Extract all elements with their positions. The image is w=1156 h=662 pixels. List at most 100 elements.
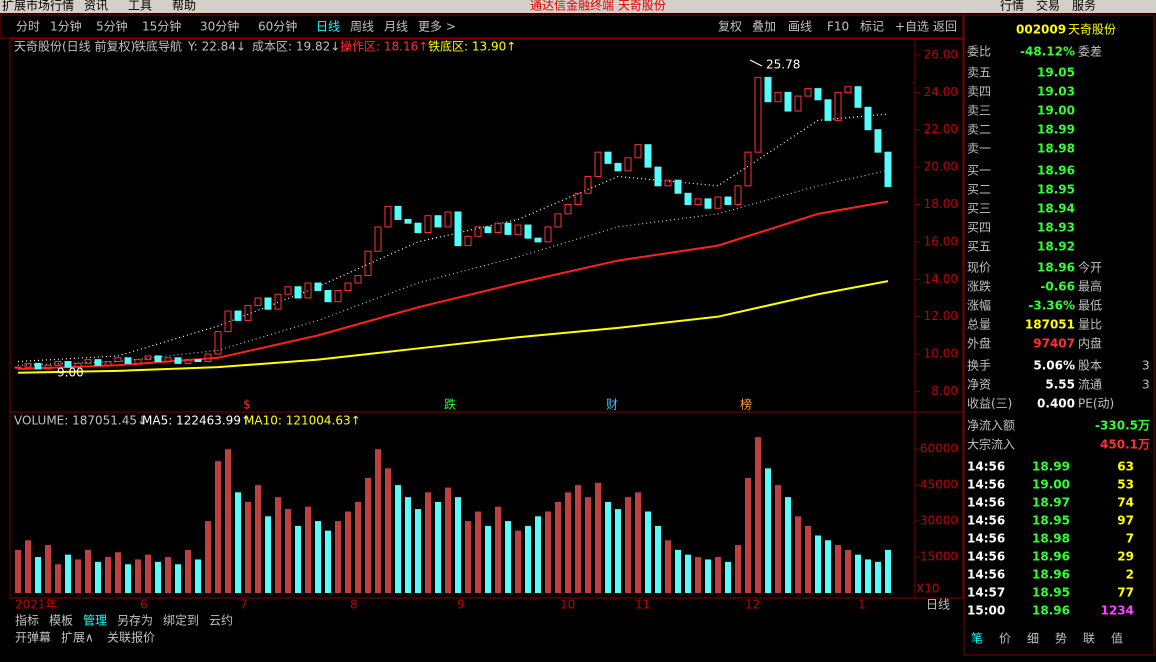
quote-label: 内盘 [1078, 336, 1102, 351]
menu-item[interactable]: 工具 [128, 0, 152, 13]
tool-tab[interactable]: 云约 [209, 613, 233, 628]
candle [474, 226, 482, 237]
candle [414, 222, 422, 234]
quote-label: 买一 [967, 164, 991, 178]
period-tab[interactable]: 周线 [350, 20, 374, 34]
candle [384, 205, 392, 228]
menu-item[interactable]: 行情 [1000, 0, 1024, 13]
candle [124, 357, 132, 364]
period-tab[interactable]: 1分钟 [50, 19, 82, 34]
x-label: 8 [350, 598, 358, 612]
volume-bar [55, 564, 61, 593]
info-iron: 铁底区: 13.90↑ [428, 39, 516, 54]
tick-price: 19.00 [1032, 478, 1070, 492]
candle [454, 211, 462, 247]
tick-volume: 63 [1117, 460, 1134, 474]
tool-button[interactable]: 画线 [788, 20, 812, 34]
volume-bar [865, 559, 871, 593]
menu-item[interactable]: 交易 [1036, 0, 1060, 13]
quote-tab[interactable]: 笔 [971, 631, 983, 646]
candle [84, 359, 92, 364]
volume-bar [485, 525, 491, 593]
tool-button[interactable]: 叠加 [752, 20, 776, 34]
period-tab[interactable]: 日线 [316, 20, 340, 34]
quote-label: 卖三 [967, 104, 991, 118]
menu-item[interactable]: 服务 [1072, 0, 1096, 13]
tool-tab[interactable]: 关联报价 [107, 630, 155, 645]
event-marker: 跌 [444, 397, 456, 412]
tool-tab[interactable]: 绑定到 [163, 613, 199, 628]
candle [664, 179, 672, 187]
tool-button[interactable]: 返回 [933, 20, 957, 34]
volume-bar [475, 511, 481, 593]
quote-value: 18.93 [1037, 221, 1075, 235]
candle [334, 289, 342, 303]
ma5-info: MA5: 122463.99↑ [142, 414, 251, 428]
candle [324, 289, 332, 303]
tool-tab[interactable]: 扩展∧ [61, 631, 94, 645]
tool-button[interactable]: 标记 [860, 20, 884, 34]
quote-tab[interactable]: 细 [1027, 632, 1039, 646]
quote-tab[interactable]: 联 [1083, 632, 1095, 646]
tool-tab[interactable]: 管理 [83, 613, 107, 628]
period-tab[interactable]: 月线 [384, 20, 408, 34]
tick-time: 14:56 [967, 550, 1005, 564]
period-tab[interactable]: 60分钟 [258, 19, 297, 34]
volume-bar [775, 485, 781, 593]
tool-tab[interactable]: 指标 [15, 613, 39, 628]
candle [814, 88, 822, 101]
tool-tab[interactable]: 另存为 [117, 614, 153, 628]
chart-frame [9, 38, 964, 599]
x-label: 12 [745, 598, 760, 612]
ma10-info: MA10: 121004.63↑ [244, 414, 361, 428]
volume-bar [795, 516, 801, 593]
quote-value: 5.06% [1033, 359, 1075, 373]
candle [834, 91, 842, 121]
event-marker: $ [243, 398, 251, 412]
quote-value: 18.95 [1037, 183, 1075, 197]
quote-value: 97407 [1033, 337, 1075, 351]
volume-bar [415, 509, 421, 593]
tool-button[interactable]: +自选 [895, 20, 929, 34]
volume-bar [655, 525, 661, 593]
period-tab[interactable]: 分时 [16, 20, 40, 34]
tick-time: 14:56 [967, 496, 1005, 510]
quote-label: 外盘 [967, 336, 991, 351]
tool-button[interactable]: F10 [827, 20, 849, 34]
tool-tab[interactable]: 开弹幕 [15, 631, 51, 645]
menu-item[interactable]: 资讯 [84, 0, 108, 13]
high-label: 25.78 [766, 58, 800, 72]
menu-item[interactable]: 帮助 [172, 0, 196, 13]
y-tick-label: 20.00 [924, 160, 958, 174]
menu-item[interactable]: 扩展市场行情 [2, 0, 74, 13]
tool-tab[interactable]: 模板 [49, 614, 73, 628]
quote-tab[interactable]: 势 [1055, 632, 1067, 646]
indicator-line [17, 280, 889, 374]
volume-bar [345, 511, 351, 593]
tool-button[interactable]: 复权 [718, 20, 742, 34]
volume-bar [405, 497, 411, 593]
volume-info: VOLUME: 187051.45↓ [14, 414, 147, 428]
quote-label: 总量 [967, 318, 991, 332]
volume-bar [715, 557, 721, 593]
volume-bar [835, 545, 841, 593]
candle [604, 151, 612, 164]
candle [244, 304, 252, 321]
volume-bar [805, 525, 811, 593]
volume-bar [705, 559, 711, 593]
quote-label: 卖二 [967, 123, 991, 137]
volume-bar [435, 501, 441, 593]
candle [434, 215, 442, 228]
quote-value: 18.92 [1037, 240, 1075, 254]
period-tab[interactable]: 更多 > [418, 20, 456, 34]
period-tab[interactable]: 5分钟 [96, 19, 128, 34]
period-tab[interactable]: 15分钟 [142, 19, 181, 34]
candle [154, 355, 162, 363]
tick-price: 18.95 [1032, 586, 1070, 600]
candle [534, 237, 542, 243]
period-tab[interactable]: 30分钟 [200, 19, 239, 34]
quote-tab[interactable]: 值 [1111, 631, 1123, 646]
quote-label: 净资 [967, 378, 991, 392]
quote-tab[interactable]: 价 [999, 632, 1011, 646]
